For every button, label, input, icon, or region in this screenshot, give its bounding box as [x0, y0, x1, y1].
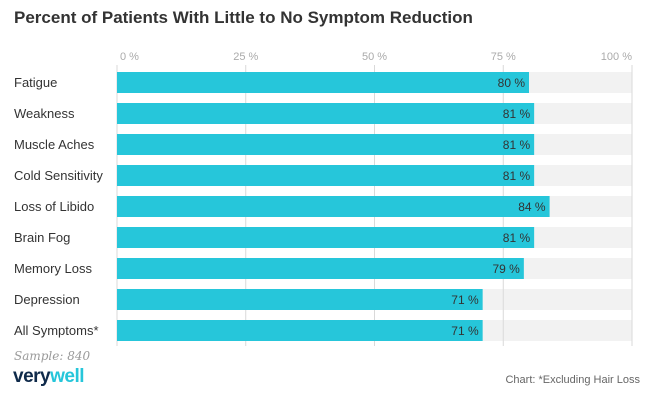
value-label-1: 81 % — [503, 107, 531, 121]
category-label-0: Fatigue — [14, 75, 57, 90]
value-label-5: 81 % — [503, 231, 531, 245]
category-label-8: All Symptoms* — [14, 323, 99, 338]
category-label-7: Depression — [14, 292, 80, 307]
bar-8[interactable] — [117, 320, 483, 341]
value-label-6: 79 % — [492, 262, 520, 276]
bar-6[interactable] — [117, 258, 524, 279]
value-label-2: 81 % — [503, 138, 531, 152]
logo-part-very: very — [13, 366, 51, 387]
bar-0[interactable] — [117, 72, 529, 93]
bar-3[interactable] — [117, 165, 535, 186]
bar-7[interactable] — [117, 289, 483, 310]
value-label-4: 84 % — [518, 200, 546, 214]
category-label-6: Memory Loss — [14, 261, 93, 276]
x-tick-label-50: 50 % — [362, 51, 387, 63]
bar-5[interactable] — [117, 227, 535, 248]
category-label-5: Brain Fog — [14, 230, 70, 245]
value-label-8: 71 % — [451, 324, 479, 338]
bar-1[interactable] — [117, 103, 535, 124]
chart-footnote: Chart: *Excluding Hair Loss — [505, 374, 640, 386]
category-label-3: Cold Sensitivity — [14, 168, 103, 183]
x-tick-label-100: 100 % — [601, 51, 632, 63]
bar-4[interactable] — [117, 196, 550, 217]
logo-part-well: well — [50, 366, 85, 387]
verywell-logo[interactable]: verywell — [13, 366, 85, 388]
value-label-3: 81 % — [503, 169, 531, 183]
chart-title: Percent of Patients With Little to No Sy… — [14, 8, 473, 27]
value-label-7: 71 % — [451, 293, 479, 307]
x-tick-label-25: 25 % — [233, 51, 258, 63]
x-tick-label-75: 75 % — [491, 51, 516, 63]
category-label-2: Muscle Aches — [14, 137, 95, 152]
bar-2[interactable] — [117, 134, 535, 155]
category-label-4: Loss of Libido — [14, 199, 94, 214]
category-label-1: Weakness — [14, 106, 75, 121]
x-tick-label-0: 0 % — [120, 51, 139, 63]
sample-size-note: Sample: 840 — [14, 349, 91, 363]
value-label-0: 80 % — [498, 76, 526, 90]
